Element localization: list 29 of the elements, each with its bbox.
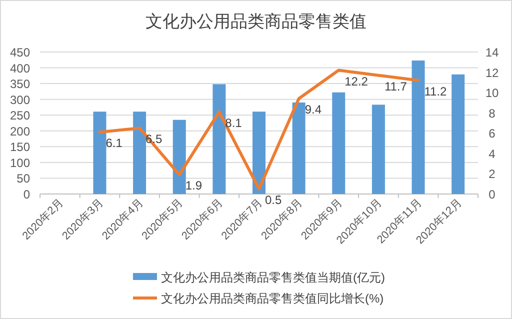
y2-tick-label: 12 xyxy=(485,66,499,80)
data-label: 6.1 xyxy=(106,136,123,150)
y-tick-label: 150 xyxy=(10,140,30,154)
y-tick-label: 200 xyxy=(10,124,30,138)
y-tick-label: 100 xyxy=(10,156,30,170)
y2-tick-label: 0 xyxy=(488,188,496,202)
y2-tick-label: 10 xyxy=(485,86,499,100)
legend-label: 文化办公用品类商品零售类值同比增长(%) xyxy=(161,292,384,306)
y2-tick-label: 8 xyxy=(488,106,496,120)
y-tick-label: 250 xyxy=(10,108,30,123)
y-tick-label: 400 xyxy=(10,61,30,76)
y2-tick-label: 6 xyxy=(488,126,496,141)
data-label: 12.2 xyxy=(344,74,368,88)
data-label: 1.9 xyxy=(185,178,202,193)
y2-tick-label: 14 xyxy=(485,46,499,60)
y-tick-label: 350 xyxy=(10,77,30,92)
title: 文化办公用品类商品零售类值 xyxy=(146,12,366,31)
legend-label: 文化办公用品类商品零售类值当期值(亿元) xyxy=(161,270,385,284)
y-tick-label: 300 xyxy=(10,92,30,107)
data-label: 11.7 xyxy=(384,79,408,94)
y-tick-label: 50 xyxy=(16,172,30,186)
data-label: 0.5 xyxy=(265,192,282,207)
y-tick-label: 0 xyxy=(23,188,30,202)
data-label: 8.1 xyxy=(225,116,242,130)
y-tick-label: 450 xyxy=(10,46,30,60)
y2-tick-label: 4 xyxy=(488,146,496,161)
data-label: 11.2 xyxy=(424,84,448,98)
y2-tick-label: 2 xyxy=(488,167,496,182)
data-label: 9.4 xyxy=(304,102,322,117)
